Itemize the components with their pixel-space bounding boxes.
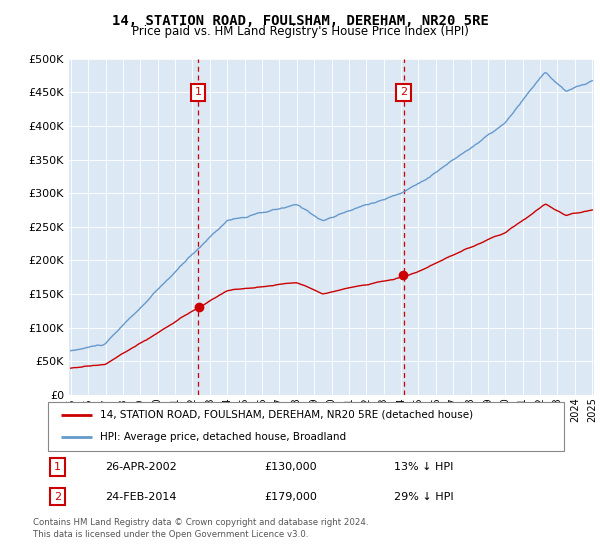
- Text: 26-APR-2002: 26-APR-2002: [105, 462, 176, 472]
- Text: Contains HM Land Registry data © Crown copyright and database right 2024.
This d: Contains HM Land Registry data © Crown c…: [33, 518, 368, 539]
- Text: 2: 2: [54, 492, 61, 502]
- Text: 14, STATION ROAD, FOULSHAM, DEREHAM, NR20 5RE: 14, STATION ROAD, FOULSHAM, DEREHAM, NR2…: [112, 14, 488, 28]
- Text: 24-FEB-2014: 24-FEB-2014: [105, 492, 176, 502]
- Text: 13% ↓ HPI: 13% ↓ HPI: [394, 462, 453, 472]
- Text: 29% ↓ HPI: 29% ↓ HPI: [394, 492, 454, 502]
- Text: HPI: Average price, detached house, Broadland: HPI: Average price, detached house, Broa…: [100, 432, 346, 442]
- Text: 2: 2: [400, 87, 407, 97]
- Text: £130,000: £130,000: [265, 462, 317, 472]
- Text: £179,000: £179,000: [265, 492, 317, 502]
- Text: 1: 1: [194, 87, 202, 97]
- FancyBboxPatch shape: [48, 402, 564, 451]
- Text: 14, STATION ROAD, FOULSHAM, DEREHAM, NR20 5RE (detached house): 14, STATION ROAD, FOULSHAM, DEREHAM, NR2…: [100, 410, 473, 420]
- Text: Price paid vs. HM Land Registry's House Price Index (HPI): Price paid vs. HM Land Registry's House …: [131, 25, 469, 38]
- Text: 1: 1: [54, 462, 61, 472]
